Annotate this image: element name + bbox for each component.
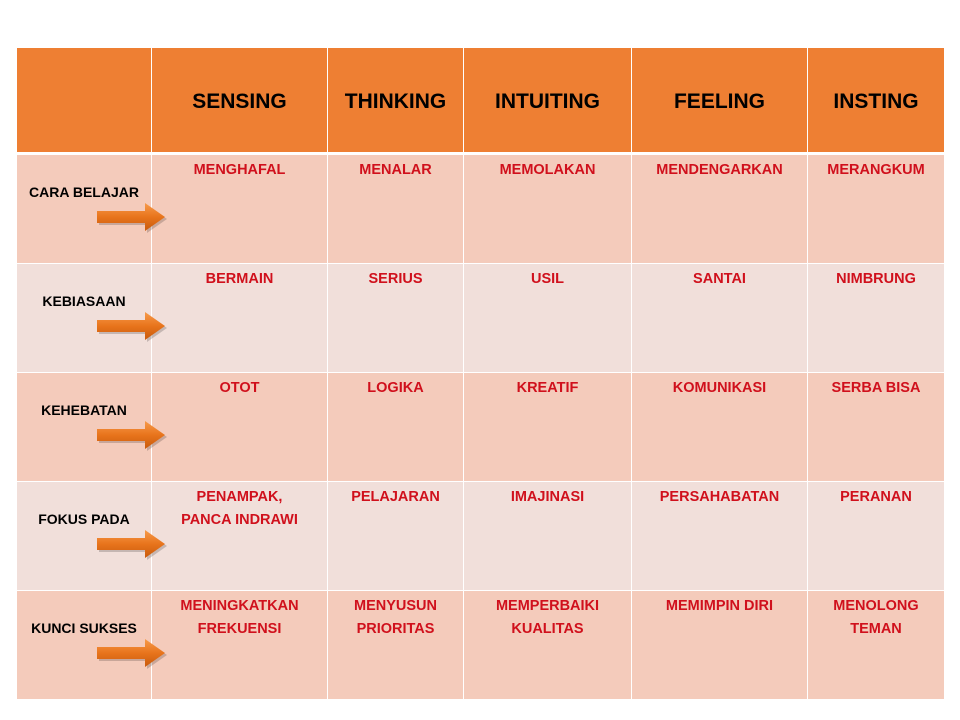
cell-intuiting: USIL [463,263,632,373]
row-label: KEHEBATAN [41,402,127,418]
table-row: KUNCI SUKSES MENINGKATKAN FREKUENSI MENYUSU… [16,590,945,700]
cell-intuiting: MEMOLAKAN [463,153,632,264]
cell-text: PERANAN [840,489,912,505]
cell-text: SERIUS [368,271,423,287]
cell-text: PRIORITAS [356,621,435,637]
row-label-cell: KEBIASAAN [16,263,167,373]
cell-text: SANTAI [693,271,746,287]
cell-insting: NIMBRUNG [807,263,945,373]
row-label: KEBIASAAN [42,293,126,309]
cell-sensing: MENINGKATKAN FREKUENSI [151,590,328,700]
header-row: SENSING THINKING INTUITING FEELING INSTI… [16,47,945,155]
cell-text: LOGIKA [367,380,424,396]
cell-thinking: PELAJARAN [327,481,464,591]
table-row: KEBIASAAN BERMAIN SERIUS USIL SANTAI NIMBRUNG [16,263,945,373]
cell-sensing: OTOT [151,372,328,482]
cell-insting: MERANGKUM [807,153,945,264]
cell-text: FREKUENSI [197,621,282,637]
cell-text: IMAJINASI [510,489,585,505]
cell-text: PELAJARAN [351,489,440,505]
table-row: KEHEBATAN OTOT LOGIKA KREATIF KOMUNIKASI SERB… [16,372,945,482]
cell-text: SERBA BISA [831,380,921,396]
cell-text: MENYUSUN [354,598,437,614]
row-label: CARA BELAJAR [29,184,139,200]
header-corner [16,47,152,155]
cell-text: MENGHAFAL [193,162,286,178]
cell-thinking: MENALAR [327,153,464,264]
cell-text: PERSAHABATAN [659,489,780,505]
row-label-cell: KUNCI SUKSES [16,590,167,700]
cell-insting: MENOLONG TEMAN [807,590,945,700]
header-insting: INSTING [807,47,945,155]
cell-thinking: SERIUS [327,263,464,373]
cell-text: MENALAR [359,162,432,178]
cell-text: NIMBRUNG [836,271,916,287]
table-row: CARA BELAJAR MENGHAFAL MENALAR MEMOLAKAN MEN… [16,153,945,264]
cell-thinking: MENYUSUN PRIORITAS [327,590,464,700]
cell-text: KREATIF [516,380,579,396]
row-label: KUNCI SUKSES [31,620,137,636]
cell-sensing: BERMAIN [151,263,328,373]
cell-feeling: SANTAI [631,263,808,373]
row-label-cell: KEHEBATAN [16,372,167,482]
cell-feeling: KOMUNIKASI [631,372,808,482]
cell-text: MENOLONG [833,598,919,614]
header-feeling: FEELING [631,47,808,155]
table-row: FOKUS PADA PENAMPAK, PANCA INDRAWI PELAJARA… [16,481,945,591]
row-label: FOKUS PADA [38,511,130,527]
cell-insting: SERBA BISA [807,372,945,482]
cell-thinking: LOGIKA [327,372,464,482]
cell-text: MEMOLAKAN [499,162,596,178]
right-arrow-icon [97,203,167,233]
cell-text: MEMIMPIN DIRI [665,598,774,614]
cell-intuiting: KREATIF [463,372,632,482]
cell-text: MENINGKATKAN [180,598,299,614]
cell-text: OTOT [219,380,260,396]
cell-text: PANCA INDRAWI [181,512,298,528]
right-arrow-icon [97,639,167,669]
personality-table: SENSING THINKING INTUITING FEELING INSTI… [16,47,945,700]
cell-feeling: MENDENGARKAN [631,153,808,264]
cell-sensing: PENAMPAK, PANCA INDRAWI [151,481,328,591]
cell-intuiting: IMAJINASI [463,481,632,591]
cell-text: KOMUNIKASI [672,380,767,396]
cell-text: MERANGKUM [827,162,925,178]
cell-text: USIL [530,271,565,287]
cell-feeling: MEMIMPIN DIRI [631,590,808,700]
cell-insting: PERANAN [807,481,945,591]
cell-text: BERMAIN [205,271,274,287]
row-label-cell: FOKUS PADA [16,481,167,591]
header-intuiting: INTUITING [463,47,632,155]
row-label-cell: CARA BELAJAR [16,153,167,264]
header-sensing: SENSING [151,47,328,155]
cell-text: KUALITAS [511,621,584,637]
cell-sensing: MENGHAFAL [151,153,328,264]
cell-intuiting: MEMPERBAIKI KUALITAS [463,590,632,700]
right-arrow-icon [97,530,167,560]
right-arrow-icon [97,421,167,451]
cell-text: PENAMPAK, [196,489,283,505]
cell-text: MENDENGARKAN [656,162,783,178]
cell-text: TEMAN [850,621,902,637]
right-arrow-icon [97,312,167,342]
header-thinking: THINKING [327,47,464,155]
cell-text: MEMPERBAIKI [495,598,600,614]
cell-feeling: PERSAHABATAN [631,481,808,591]
